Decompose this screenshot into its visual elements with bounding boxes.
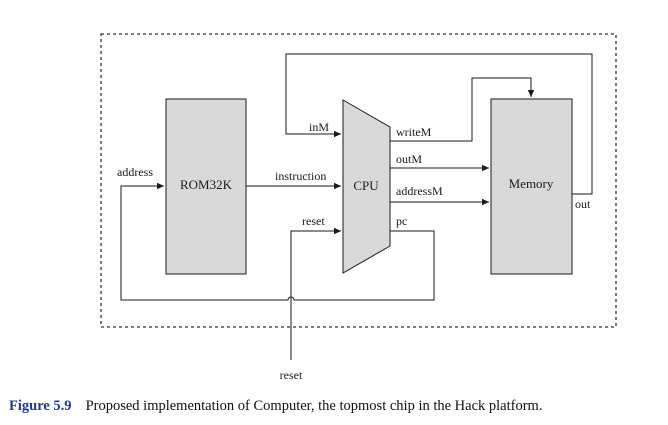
instruction-label: instruction [275,169,326,183]
reset-input-label: reset [302,214,325,228]
writeM-label: writeM [396,125,432,139]
figure-caption-text: Proposed implementation of Computer, the… [85,398,543,414]
out-label: out [575,197,591,211]
inM-feedback-wire [285,53,593,195]
figure-caption: Figure 5.9 Proposed implementation of Com… [9,398,664,415]
pc-label: pc [396,214,407,228]
addressM-label: addressM [396,184,443,198]
rom32k-label: ROM32K [180,177,233,192]
memory-block [490,98,573,275]
memory-label: Memory [509,176,554,191]
inM-label: inM [309,120,329,134]
cpu-label: CPU [353,178,379,193]
reset-wire [290,227,341,360]
address-label: address [117,165,153,179]
writeM-wire [390,77,535,142]
external-reset-label: reset [280,368,303,382]
computer-boundary [100,33,617,328]
computer-diagram: ROM32K CPU Memory address instruction in… [100,33,617,382]
figure-number: Figure 5.9 [9,398,72,414]
outM-label: outM [396,152,422,166]
rom32k-block [165,98,247,275]
cpu-block [342,99,391,274]
